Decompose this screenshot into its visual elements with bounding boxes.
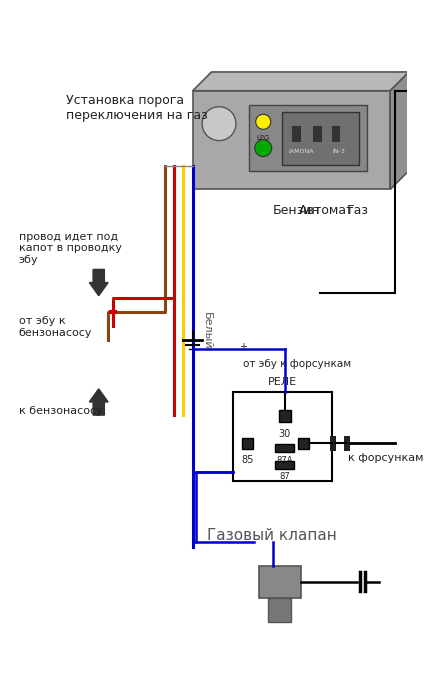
Bar — [292, 125, 300, 141]
Bar — [242, 438, 253, 449]
Text: к бензонасосу: к бензонасосу — [19, 406, 103, 416]
Bar — [330, 436, 336, 451]
Bar — [298, 438, 309, 449]
Text: Газ: Газ — [346, 204, 368, 217]
Bar — [193, 91, 390, 190]
Text: Установка порога
переключения на газ: Установка порога переключения на газ — [66, 93, 207, 122]
Bar — [282, 112, 359, 165]
Text: 87: 87 — [279, 473, 290, 481]
Text: от эбу к форсункам: от эбу к форсункам — [242, 359, 351, 369]
Circle shape — [202, 107, 236, 141]
Bar — [332, 125, 339, 141]
Text: 87A: 87A — [277, 456, 293, 464]
Polygon shape — [390, 72, 409, 190]
Circle shape — [255, 139, 272, 156]
FancyArrow shape — [89, 389, 108, 415]
Bar — [344, 436, 350, 451]
Text: Бензин: Бензин — [272, 204, 320, 217]
Bar — [259, 565, 301, 598]
Text: Белый: Белый — [202, 311, 212, 349]
Polygon shape — [193, 72, 409, 91]
Text: РЕЛЕ: РЕЛЕ — [268, 377, 297, 387]
Text: 85: 85 — [241, 455, 253, 464]
Bar — [233, 391, 332, 481]
Text: +: + — [239, 343, 246, 353]
Bar — [279, 410, 291, 422]
Bar — [268, 598, 291, 622]
Text: Автомат: Автомат — [298, 204, 354, 217]
FancyArrow shape — [89, 269, 108, 296]
Bar — [275, 444, 294, 452]
Text: провод идет под
капот в проводку
эбу: провод идет под капот в проводку эбу — [19, 232, 122, 265]
Text: IAMONA: IAMONA — [288, 150, 313, 154]
Text: 30: 30 — [279, 429, 291, 439]
Bar — [313, 125, 320, 141]
Text: к форсункам: к форсункам — [348, 453, 423, 463]
Bar — [249, 105, 367, 171]
Text: от эбу к
бензонасосу: от эбу к бензонасосу — [19, 316, 92, 338]
Text: LPG: LPG — [257, 135, 270, 141]
Circle shape — [256, 114, 271, 129]
Text: Газовый клапан: Газовый клапан — [207, 528, 336, 543]
Text: IN-3: IN-3 — [332, 150, 345, 154]
Bar — [275, 461, 294, 468]
